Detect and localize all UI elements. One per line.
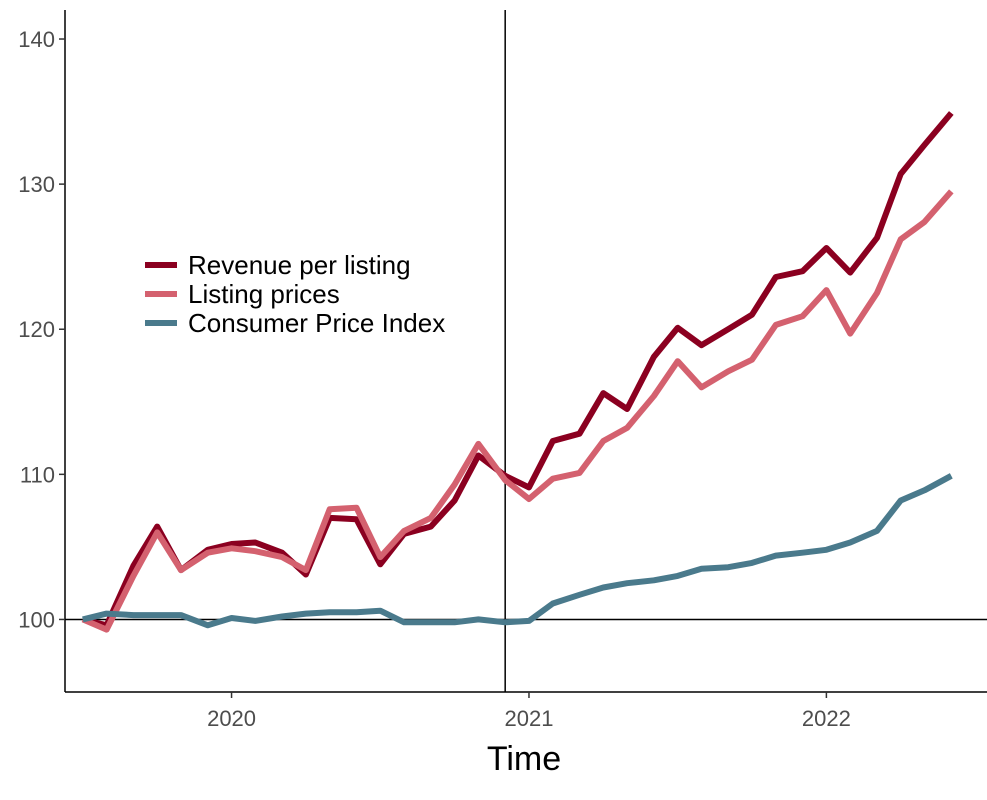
x-tick-label: 2022 [802,706,851,731]
x-tick-label: 2021 [504,706,553,731]
series-line-2 [82,473,953,629]
legend-label-2: Consumer Price Index [188,308,445,338]
axes [64,10,987,693]
y-tick-label: 110 [20,462,55,487]
reference-lines [65,10,987,692]
legend-label-1: Listing prices [188,279,340,309]
x-axis-title: Time [487,740,561,778]
legend-label-0: Revenue per listing [188,250,411,280]
series-layer [81,111,954,633]
y-tick-label: 140 [18,27,55,52]
y-tick-label: 130 [18,172,55,197]
y-tick-label: 120 [18,317,55,342]
y-axis-ticks: 100 110 120 130 140 [18,27,65,632]
x-axis-ticks: 2020 2021 2022 [207,692,851,731]
y-tick-label: 100 [18,607,55,632]
series-line-0 [82,111,954,629]
series-line-1 [81,189,954,633]
x-tick-label: 2020 [207,706,256,731]
